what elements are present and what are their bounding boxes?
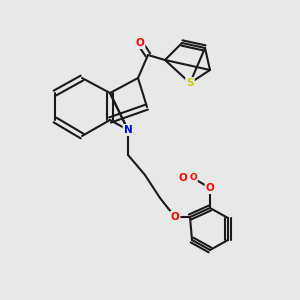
Text: O: O: [171, 212, 179, 222]
Text: N: N: [124, 125, 132, 135]
Text: O: O: [178, 173, 187, 183]
Text: O: O: [189, 173, 197, 182]
Text: O: O: [136, 38, 144, 48]
Text: S: S: [186, 78, 194, 88]
Text: O: O: [206, 183, 214, 193]
